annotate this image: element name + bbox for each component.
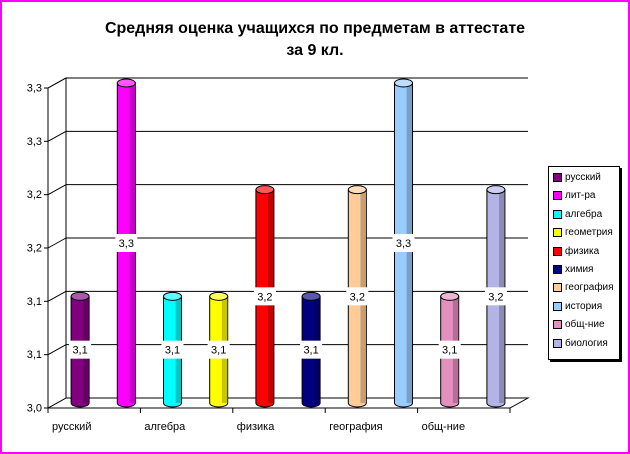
legend-swatch: [553, 173, 562, 182]
legend-swatch: [553, 265, 562, 274]
bar-top: [163, 291, 182, 301]
data-label-box: [484, 287, 507, 306]
data-label: 3,2: [350, 291, 365, 303]
y-tick-label: 3,3: [27, 136, 42, 148]
legend-label: геометрия: [565, 227, 613, 239]
legend-label: история: [565, 300, 603, 312]
y-tick-label: 3,3: [27, 83, 42, 95]
x-tick-label: алгебра: [144, 421, 186, 433]
legend-swatch: [553, 191, 562, 201]
legend-swatch: [553, 209, 562, 219]
data-label: 3,2: [488, 291, 503, 303]
gridline-side: [47, 344, 67, 356]
data-label-box: [69, 340, 92, 359]
data-label-box: [161, 340, 184, 359]
data-label-box: [346, 287, 369, 306]
data-label: 3,1: [211, 345, 226, 357]
legend-label: лит-ра: [565, 190, 596, 202]
bar-top: [301, 291, 321, 301]
y-tick-label: 3,1: [27, 349, 42, 361]
legend-swatch: [553, 246, 562, 256]
gridline-side: [47, 290, 67, 302]
y-tick-label: 3,0: [27, 403, 42, 415]
x-tick-label: русский: [52, 421, 91, 433]
legend-swatch: [553, 338, 562, 348]
data-label: 3,3: [119, 238, 134, 250]
bar-top: [440, 291, 460, 301]
legend-label: алгебра: [565, 208, 603, 220]
bar-top: [209, 291, 229, 301]
bar-top: [486, 185, 506, 195]
data-label-box: [207, 340, 230, 359]
legend-label: общ-ние: [565, 319, 605, 331]
legend-label: химия: [565, 264, 594, 275]
bar-top: [394, 78, 413, 88]
data-label: 3,3: [396, 238, 411, 250]
gridline-side: [47, 130, 67, 142]
data-label-box: [300, 340, 323, 359]
legend-label: география: [565, 282, 614, 294]
legend-swatch: [553, 301, 562, 311]
data-label: 3,1: [442, 345, 457, 357]
chart-subtitle: за 9 кл.: [286, 42, 344, 59]
legend-swatch: [553, 320, 562, 330]
y-tick-label: 3,1: [27, 296, 42, 308]
legend: русский лит-ра алгебра геометрия физика химия…: [548, 166, 620, 360]
data-label-box: [253, 287, 276, 306]
gridline-side: [47, 77, 67, 89]
bar-top: [255, 185, 275, 195]
legend-swatch: [553, 228, 562, 238]
bar-top: [70, 291, 90, 301]
bar-top: [347, 185, 367, 195]
gridline-side: [47, 237, 67, 249]
bar-top: [116, 78, 136, 88]
x-tick-label: общ-ние: [422, 421, 465, 433]
x-tick-label: физика: [237, 421, 275, 433]
data-label: 3,1: [165, 345, 180, 357]
y-tick-label: 3,2: [27, 243, 42, 255]
data-label: 3,2: [257, 291, 272, 303]
y-tick-label: 3,2: [27, 189, 42, 201]
legend-swatch: [553, 283, 562, 293]
chart-title: Средняя оценка учащихся по предметам в а…: [104, 20, 526, 37]
legend-label: биология: [565, 337, 608, 349]
legend-label: русский: [565, 172, 601, 183]
data-label-box: [115, 234, 138, 252]
gridline-side: [47, 184, 67, 196]
x-tick-label: география: [329, 421, 382, 433]
data-label: 3,1: [303, 345, 318, 357]
data-label: 3,1: [72, 345, 87, 357]
legend-label: физика: [565, 245, 600, 257]
data-label-box: [392, 234, 415, 252]
data-label-box: [438, 340, 461, 359]
